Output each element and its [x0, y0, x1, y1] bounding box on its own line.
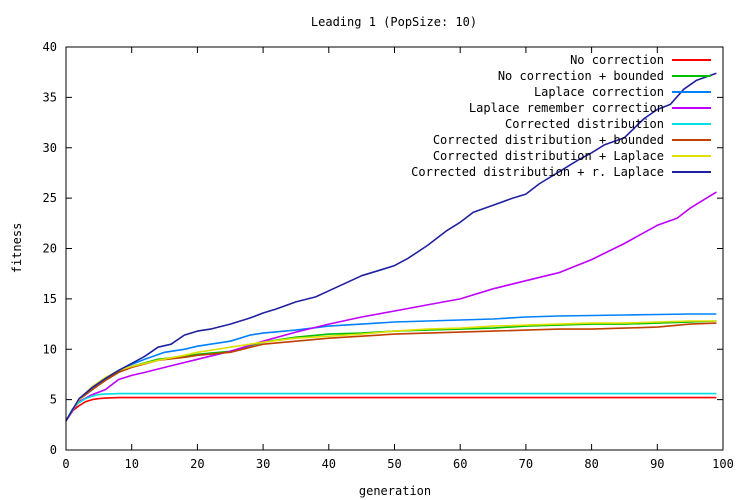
y-tick-label: 5: [50, 393, 57, 407]
legend-label-2: No correction + bounded: [498, 69, 664, 83]
x-tick-label: 20: [190, 457, 204, 471]
series-line-4: [65, 191, 717, 422]
x-tick-label: 10: [124, 457, 138, 471]
chart-title: Leading 1 (PopSize: 10): [311, 15, 477, 29]
legend-label-5: Corrected distribution: [505, 117, 664, 131]
legend-label-1: No correction: [570, 53, 664, 67]
legend-label-6: Corrected distribution + bounded: [433, 133, 664, 147]
y-tick-label: 35: [43, 90, 57, 104]
legend-label-8: Corrected distribution + r. Laplace: [411, 165, 664, 179]
y-tick-label: 10: [43, 342, 57, 356]
x-tick-label: 50: [387, 457, 401, 471]
series-line-1: [65, 396, 717, 422]
y-tick-label: 15: [43, 292, 57, 306]
plot-frame: [65, 46, 724, 451]
x-tick-label: 30: [256, 457, 270, 471]
series-line-6: [65, 322, 717, 422]
tick-marks: 0 10 20 30 40 50 60 70 80 90 100 0 5 10 15 20 25 30 35 40: [43, 40, 734, 471]
x-tick-label: 80: [584, 457, 598, 471]
y-axis-label: fitness: [10, 223, 24, 274]
x-axis-label: generation: [359, 484, 431, 498]
series-line-8: [65, 72, 717, 422]
x-tick-label: 0: [62, 457, 69, 471]
y-tick-label: 20: [43, 242, 57, 256]
legend-label-7: Corrected distribution + Laplace: [433, 149, 664, 163]
x-tick-label: 90: [650, 457, 664, 471]
series-lines: [65, 72, 717, 422]
series-line-5: [65, 392, 717, 422]
y-tick-label: 0: [50, 443, 57, 457]
x-tick-label: 70: [519, 457, 533, 471]
y-tick-label: 25: [43, 191, 57, 205]
legend-label-4: Laplace remember correction: [469, 101, 664, 115]
x-tick-label: 100: [712, 457, 734, 471]
series-line-2: [65, 320, 717, 422]
y-tick-label: 30: [43, 141, 57, 155]
legend: No correction No correction + bounded Lapl…: [411, 53, 711, 179]
x-tick-label: 60: [453, 457, 467, 471]
legend-label-3: Laplace correction: [534, 85, 664, 99]
series-line-7: [65, 320, 717, 422]
y-tick-label: 40: [43, 40, 57, 54]
x-tick-label: 40: [322, 457, 336, 471]
